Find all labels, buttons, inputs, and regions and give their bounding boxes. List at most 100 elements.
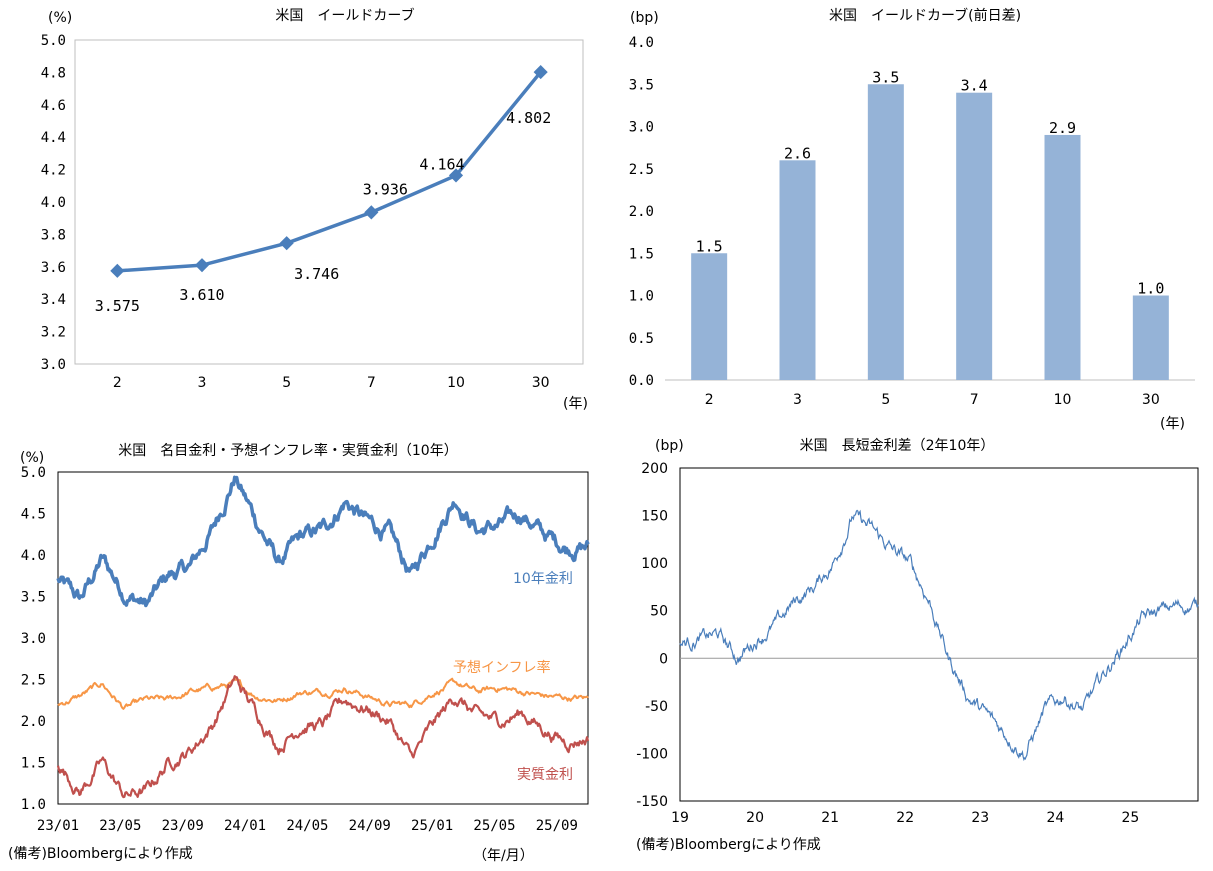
rates-x-tick: 23/09 [162, 818, 204, 834]
yield-change-y-tick: 3.0 [629, 120, 654, 136]
rates-y-tick: 2.5 [21, 673, 46, 689]
yield-curve-y-tick: 3.2 [41, 325, 66, 341]
yield-curve-y-tick: 4.8 [41, 65, 66, 81]
yield-change-y-tick: 2.5 [629, 162, 654, 178]
rates-x-tick: 24/09 [349, 818, 391, 834]
spread-plot-area [679, 467, 1199, 802]
rates-y-tick: 5.0 [21, 465, 46, 481]
nominal-rate-legend: 10年金利 [513, 571, 573, 587]
rates-x-tick: 23/01 [37, 818, 79, 834]
rates-x-tick: 24/01 [224, 818, 266, 834]
rates-y-tick: 3.5 [21, 590, 46, 606]
yield-curve-y-tick: 4.6 [41, 98, 66, 114]
yield-change-y-tick: 0.0 [629, 373, 654, 389]
yield-change-y-tick: 2.0 [629, 204, 654, 220]
spread-y-tick: -150 [636, 794, 668, 810]
rates-y-tick: 1.5 [21, 756, 46, 772]
yield-change-x-tick: 5 [881, 392, 890, 408]
yield-change-data-label: 3.4 [961, 77, 988, 95]
yield-curve-x-tick: 30 [532, 375, 550, 391]
rates-title: 米国 名目金利・予想インフレ率・実質金利（10年） [118, 442, 457, 459]
yield-change-bar [779, 160, 816, 380]
spread-y-tick: 0 [659, 651, 668, 667]
rates-y-tick: 4.0 [21, 548, 46, 564]
yield-curve-x-tick: 5 [282, 375, 291, 391]
spread-y-tick: -100 [636, 746, 668, 762]
yield-curve-marker [194, 258, 210, 273]
rates-x-tick: 25/01 [411, 818, 453, 834]
rates-x-tick: 23/05 [99, 818, 141, 834]
yield-curve-data-label: 4.164 [419, 155, 464, 173]
rates-series-line [56, 475, 590, 608]
rates-series-line [57, 677, 589, 710]
yield-change-x-tick: 2 [705, 392, 714, 408]
yield-change-data-label: 2.6 [784, 144, 811, 162]
yield-change-x-tick: 30 [1142, 392, 1160, 408]
yield-curve-data-label: 3.746 [294, 265, 339, 283]
real-rate-legend: 実質金利 [517, 767, 573, 783]
spread-y-tick: 150 [641, 509, 668, 525]
rates-y-tick: 3.0 [21, 631, 46, 647]
yield-curve-line [117, 70, 543, 273]
yield-change-title: 米国 イールドカーブ(前日差) [829, 7, 1021, 24]
yield-curve-marker [533, 65, 548, 80]
yield-change-y-unit: (bp) [630, 10, 659, 26]
spread-y-tick: -50 [645, 699, 668, 715]
yield-change-x-tick: 3 [793, 392, 802, 408]
yield-change-x-unit: (年) [1160, 416, 1185, 432]
yield-change-chart: 米国 イールドカーブ(前日差) (bp) 0.0 0.5 1.0 1.5 2.0 2.5 3… [629, 7, 1195, 432]
yield-curve-y-tick: 4.0 [41, 195, 66, 211]
yield-curve-title: 米国 イールドカーブ [275, 7, 414, 24]
yield-curve-x-tick: 7 [367, 375, 376, 391]
rates-series-line [56, 675, 590, 799]
yield-curve-x-tick: 3 [198, 375, 207, 391]
yield-curve-data-label: 4.802 [506, 109, 551, 127]
yield-change-data-label: 3.5 [872, 68, 899, 86]
source-note-right: (備考)Bloombergにより作成 [636, 837, 821, 853]
spread-x-tick: 20 [746, 810, 764, 826]
yield-change-bar [956, 92, 993, 380]
yield-curve-data-label: 3.575 [95, 297, 140, 315]
yield-change-data-label: 1.0 [1137, 280, 1164, 298]
yield-curve-marker [364, 205, 379, 220]
inflation-legend: 予想インフレ率 [453, 659, 551, 676]
rates-y-tick: 4.5 [21, 507, 46, 523]
yield-change-data-label: 2.9 [1049, 119, 1076, 137]
yield-change-bar [1044, 134, 1081, 380]
yield-change-bar [1132, 295, 1169, 380]
yield-curve-y-tick: 5.0 [41, 33, 66, 49]
rates-x-tick: 25/09 [536, 818, 578, 834]
yield-change-x-tick: 10 [1054, 392, 1072, 408]
spread-x-tick: 22 [896, 810, 914, 826]
yield-change-y-tick: 1.5 [629, 246, 654, 262]
yield-curve-y-tick: 3.6 [41, 260, 66, 276]
yield-curve-x-unit: (年) [563, 396, 588, 412]
yield-curve-y-tick: 3.4 [41, 292, 66, 308]
yield-curve-data-label: 3.610 [179, 286, 224, 304]
rates-y-tick: 1.0 [21, 797, 46, 813]
yield-curve-y-tick: 4.4 [41, 130, 66, 146]
yield-curve-x-tick: 2 [113, 375, 122, 391]
rates-x-tick: 25/05 [473, 818, 515, 834]
yield-curve-marker [448, 168, 464, 183]
rates-x-unit: （年/月） [473, 848, 534, 864]
spread-y-tick: 200 [641, 461, 668, 477]
spread-y-unit: (bp) [655, 438, 684, 454]
spread-x-tick: 19 [671, 810, 689, 826]
rates-plot-area [57, 471, 589, 805]
yield-curve-marker [110, 263, 125, 278]
yield-curve-y-tick: 3.0 [41, 357, 66, 373]
yield-change-x-tick: 7 [970, 392, 979, 408]
rates-chart: 米国 名目金利・予想インフレ率・実質金利（10年） (%) 1.0 1.5 2.0 2… [20, 442, 590, 864]
yield-curve-chart: 米国 イールドカーブ (%) 3.0 3.2 3.4 3.6 3.8 4.0 4.2 4.4 4… [41, 7, 588, 412]
yield-curve-y-tick: 4.2 [41, 163, 66, 179]
rates-y-unit: (%) [20, 450, 44, 466]
yield-change-y-tick: 4.0 [629, 35, 654, 51]
yield-curve-y-tick: 3.8 [41, 227, 66, 243]
spread-x-tick: 24 [1046, 810, 1064, 826]
yield-curve-x-tick: 10 [447, 375, 465, 391]
yield-change-y-tick: 1.0 [629, 289, 654, 305]
yield-curve-data-label: 3.936 [363, 180, 408, 198]
yield-change-y-tick: 0.5 [629, 331, 654, 347]
